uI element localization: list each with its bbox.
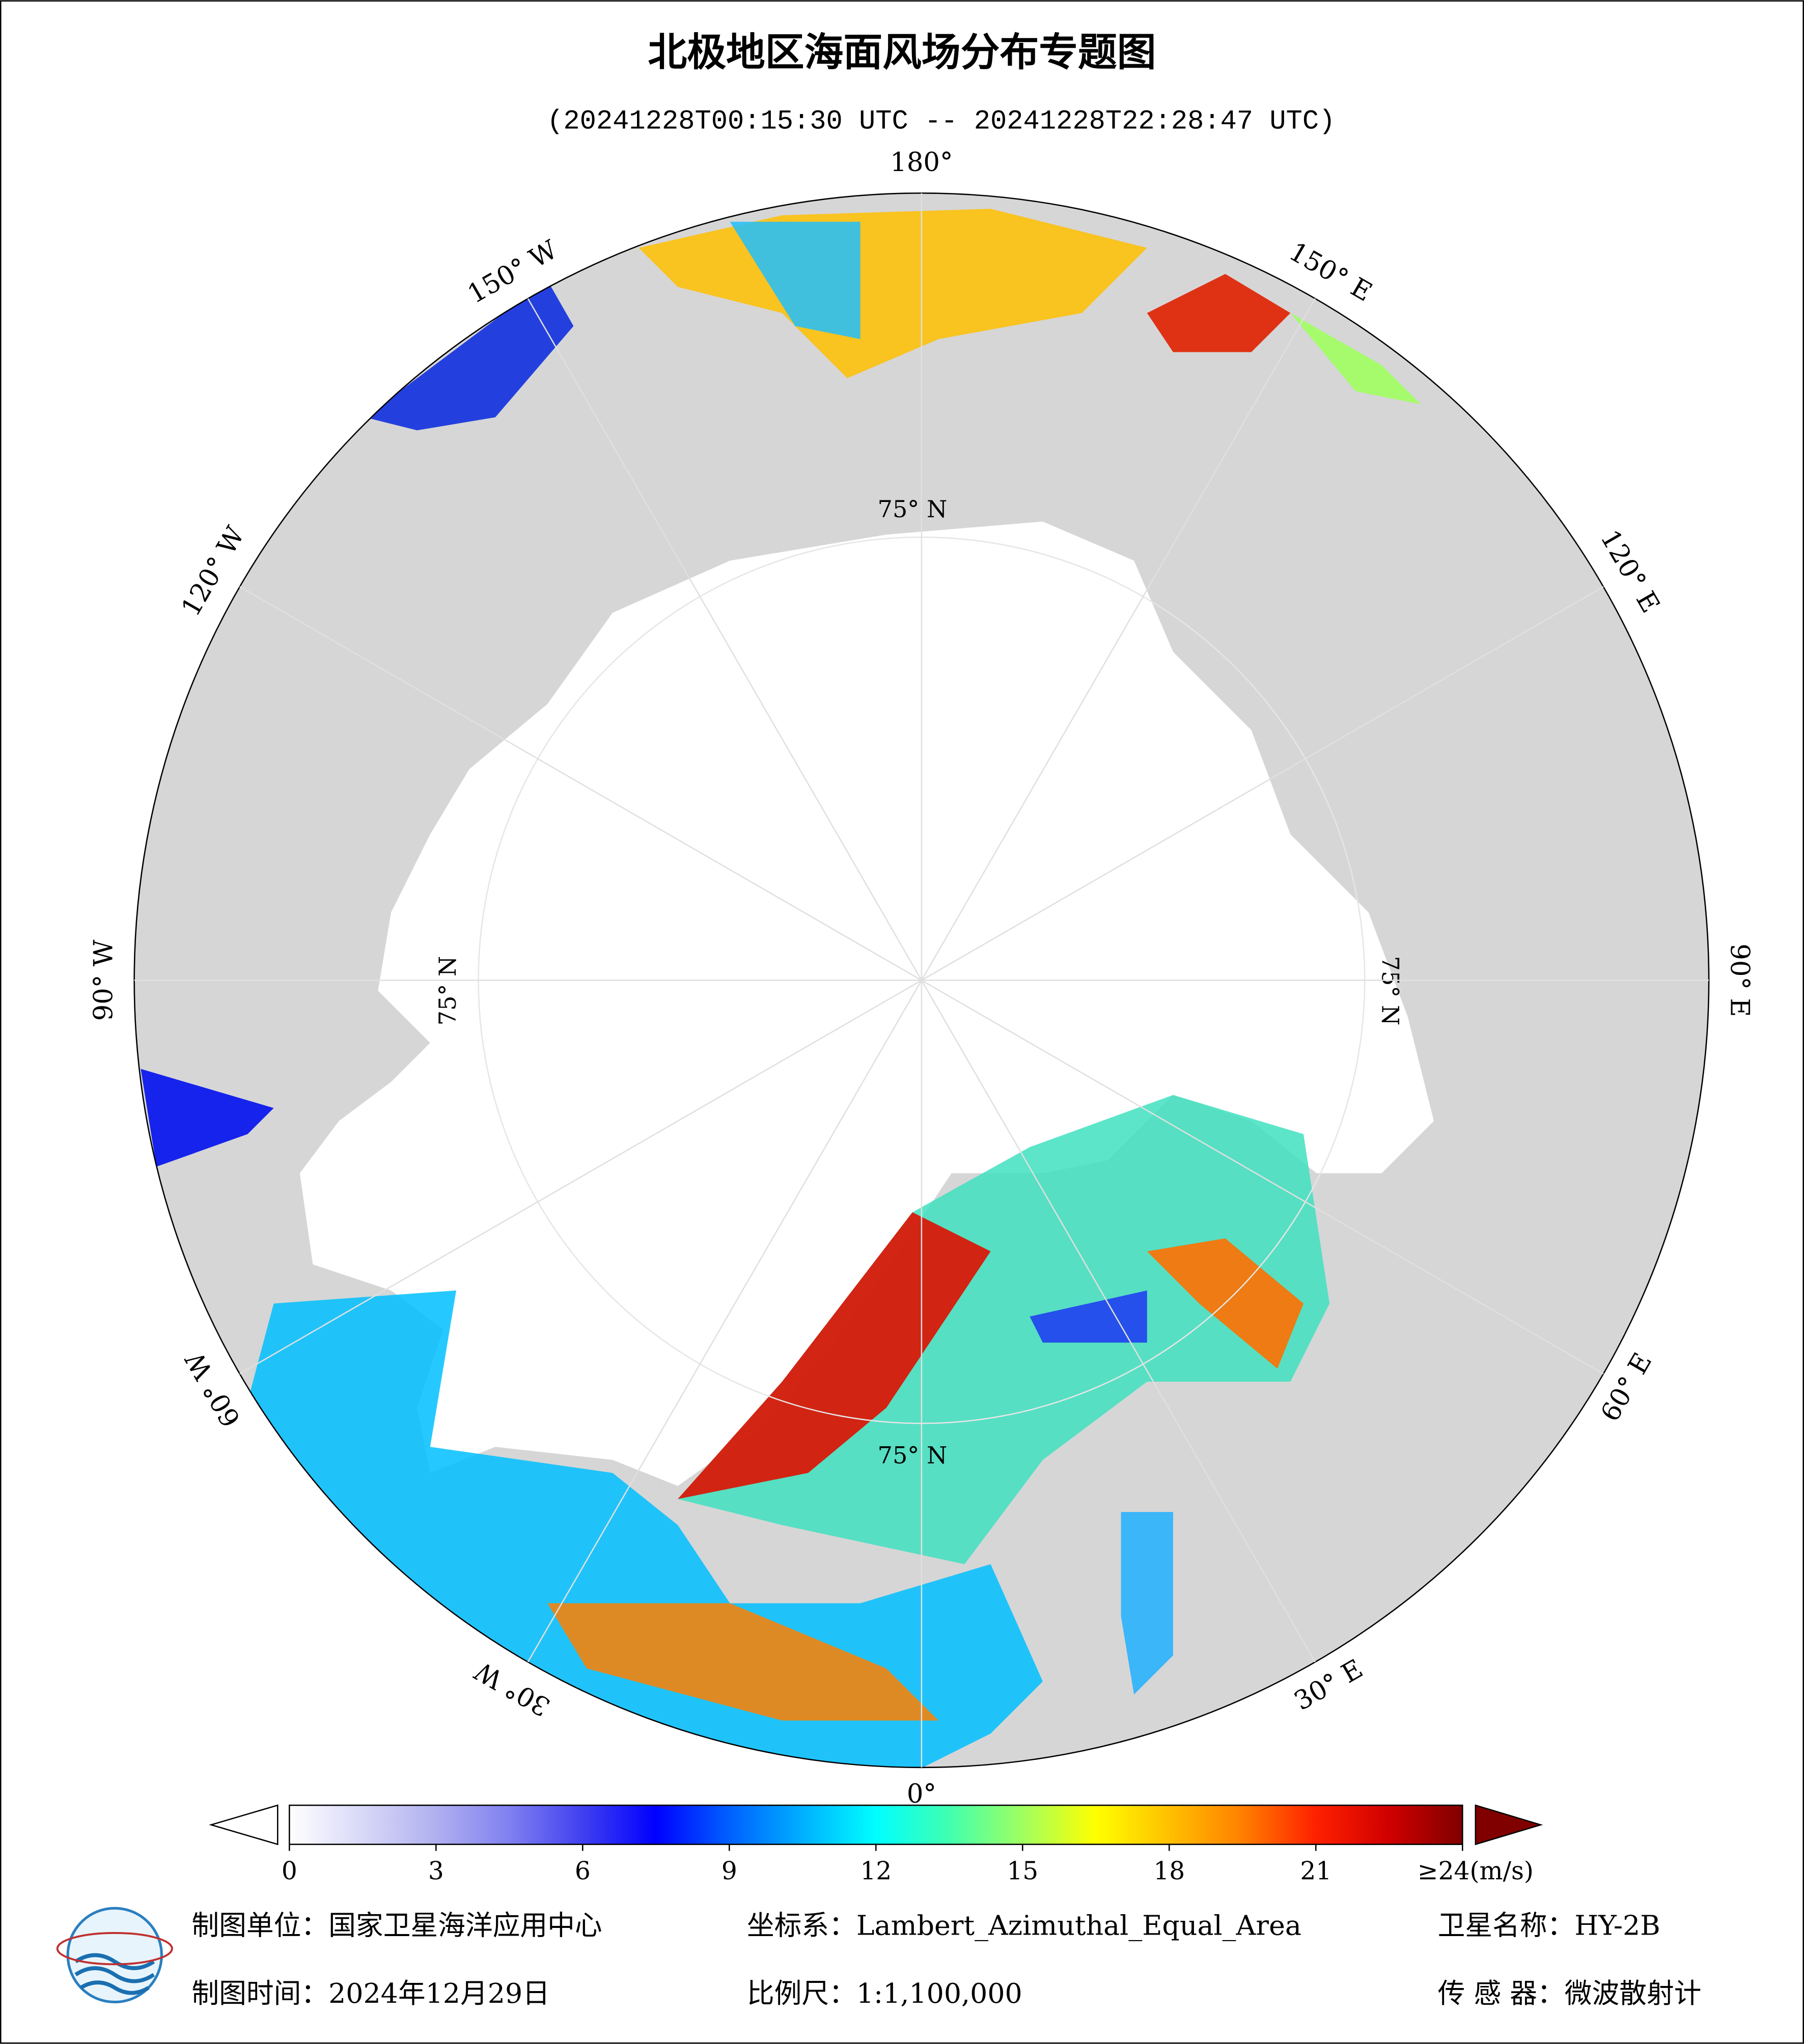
latitude-label: 75° N: [878, 1442, 948, 1469]
footer-text: 坐标系：Lambert_Azimuthal_Equal_Area: [747, 1910, 1301, 1942]
wind-field: [1030, 1290, 1147, 1343]
wind-field: [547, 1603, 939, 1721]
wind-field: [1290, 313, 1421, 405]
colorbar-over: [1475, 1804, 1543, 1845]
longitude-label: 0°: [907, 1779, 936, 1809]
wind-field: [141, 1069, 274, 1167]
colorbar-tick-label: 9: [721, 1857, 737, 1886]
colorbar-tick-label: 15: [1007, 1857, 1038, 1886]
colorbar: [289, 1804, 1463, 1845]
meridian: [921, 979, 1316, 1663]
meridian: [239, 979, 922, 1375]
colorbar-tick-label: 3: [428, 1857, 444, 1886]
meridian: [527, 298, 923, 981]
map-subtitle: (20241228T00:15:30 UTC -- 20241228T22:28…: [547, 106, 1335, 137]
wind-field: [1121, 1512, 1173, 1695]
meridian: [921, 979, 1604, 1375]
footer-text: 比例尺：1:1,100,000: [747, 1977, 1022, 2009]
wind-field: [1147, 274, 1291, 352]
logo: [56, 1907, 173, 2004]
map-title: 北极地区海面风场分布专题图: [648, 30, 1156, 75]
arctic-ocean: [299, 521, 1434, 1486]
longitude-label: 90° E: [1724, 943, 1755, 1017]
meridian: [527, 979, 923, 1663]
wind-field: [730, 221, 861, 340]
footer-text: 制图时间：2024年12月29日: [191, 1977, 550, 2009]
wind-field: [678, 1212, 991, 1499]
meridian: [921, 298, 1316, 981]
wind-field: [678, 1095, 1330, 1564]
colorbar-tick-label: ≥24(m/s): [1418, 1857, 1534, 1886]
wind-field: [365, 280, 574, 431]
latitude-label: 75° N: [1376, 956, 1404, 1026]
longitude-label: 90° W: [88, 939, 119, 1021]
latitude-label: 75° N: [434, 956, 461, 1026]
colorbar-tick-label: 6: [575, 1857, 591, 1886]
latitude-label: 75° N: [878, 495, 948, 523]
longitude-label: 180°: [890, 147, 953, 178]
meridian: [239, 586, 922, 981]
footer-text: 卫星名称：HY-2B: [1438, 1910, 1660, 1942]
meridian: [921, 586, 1604, 981]
colorbar-tick-label: 21: [1300, 1857, 1331, 1886]
colorbar-tick-label: 0: [282, 1857, 297, 1886]
colorbar-under: [209, 1804, 279, 1845]
colorbar-tick-label: 12: [860, 1857, 892, 1886]
footer-text: 传 感 器：微波散射计: [1438, 1977, 1702, 2009]
footer-text: 制图单位：国家卫星海洋应用中心: [191, 1910, 602, 1942]
colorbar-tick-label: 18: [1153, 1857, 1185, 1886]
